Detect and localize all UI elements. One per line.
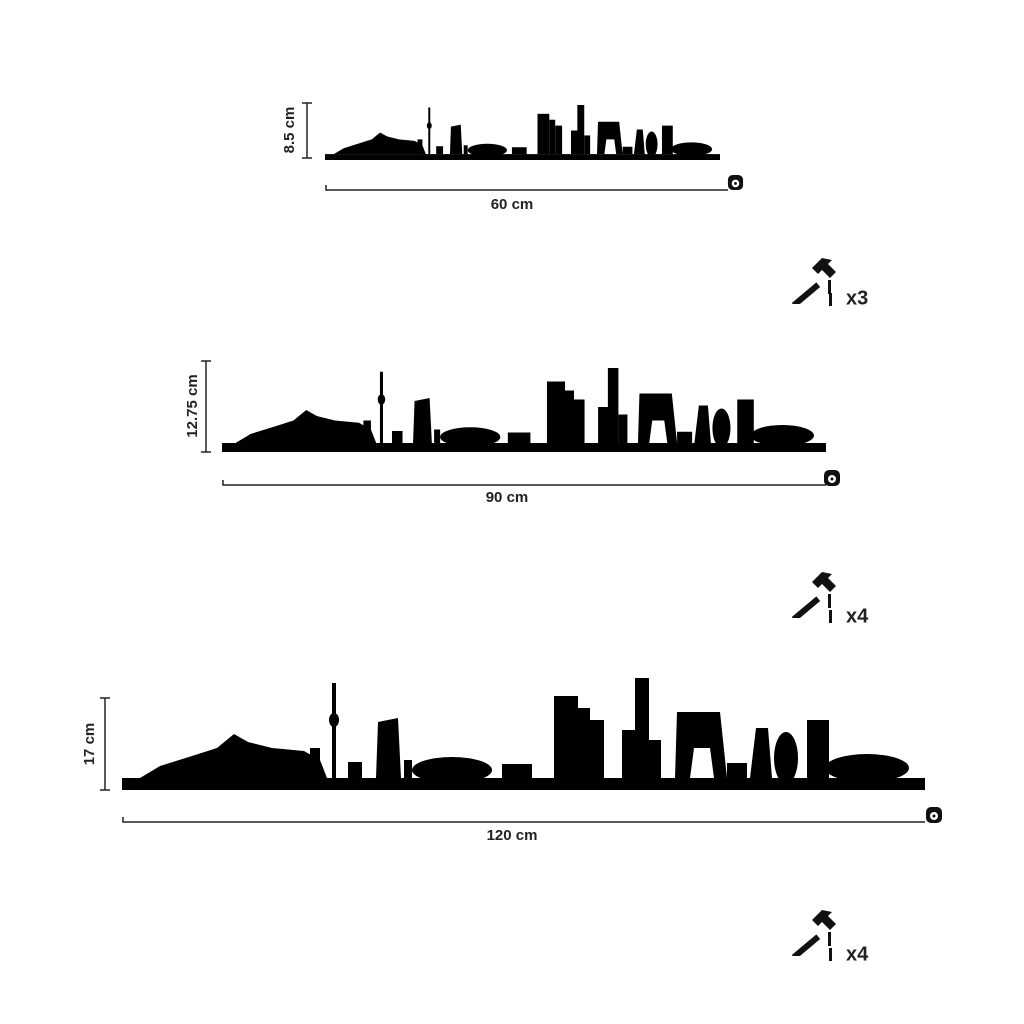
width-label: 60 cm [491, 196, 534, 213]
nail-count: x3 [846, 287, 868, 309]
height-label: 8.5 cm [281, 107, 298, 154]
skyline-60: 8.5 cm 60 cm x3 [281, 102, 868, 309]
width-label: 120 cm [487, 827, 538, 844]
nail-count: x4 [846, 605, 869, 627]
width-label: 90 cm [486, 489, 529, 506]
skyline-120: 17 cm 120 cm x4 [81, 678, 942, 965]
height-label: 17 cm [81, 723, 98, 766]
nail-count: x4 [846, 943, 869, 965]
skyline-90: 12.75 cm 90 cm x4 [184, 360, 869, 627]
height-label: 12.75 cm [184, 374, 201, 437]
